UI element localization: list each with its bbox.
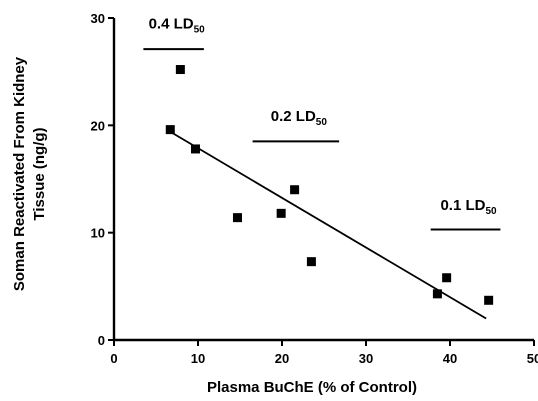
- y-axis-title-line-2: Tissue (ng/g): [31, 127, 48, 220]
- data-point: [432, 289, 442, 299]
- data-point: [232, 213, 242, 223]
- y-tick-label: 20: [91, 118, 105, 133]
- chart-axes: [112, 18, 534, 342]
- x-tick-label: 30: [359, 351, 373, 366]
- regression-line: [169, 130, 487, 320]
- data-point: [306, 257, 316, 267]
- data-points: [165, 65, 494, 305]
- axis-ticks: 0 10 20 30 0 10 20 30 40 50: [91, 11, 538, 366]
- data-point: [276, 208, 286, 218]
- x-tick-label: 20: [275, 351, 289, 366]
- data-point: [442, 273, 452, 283]
- y-tick-label: 10: [91, 226, 105, 241]
- dose-label: 0.1 LD50: [440, 197, 497, 217]
- dose-label: 0.2 LD50: [271, 108, 328, 128]
- data-point: [484, 295, 494, 305]
- regression-line-group: [169, 130, 487, 320]
- y-axis-title-line-1: Soman Reactivated From Kidney: [11, 56, 28, 291]
- dose-annotations: 0.4 LD50 0.2 LD50 0.1 LD50: [143, 16, 501, 231]
- data-point: [190, 144, 200, 154]
- x-tick-label: 0: [110, 351, 117, 366]
- axis-titles: Plasma BuChE (% of Control) Soman Reactiv…: [11, 56, 417, 396]
- x-tick-label: 40: [443, 351, 457, 366]
- data-point: [175, 65, 185, 75]
- y-tick-label: 30: [91, 11, 105, 26]
- data-point: [290, 185, 300, 195]
- x-axis-title: Plasma BuChE (% of Control): [207, 379, 417, 396]
- x-tick-label: 10: [191, 351, 205, 366]
- data-point: [165, 125, 175, 135]
- y-tick-label: 0: [98, 333, 105, 348]
- x-tick-label: 50: [527, 351, 538, 366]
- dose-label: 0.4 LD50: [149, 16, 206, 36]
